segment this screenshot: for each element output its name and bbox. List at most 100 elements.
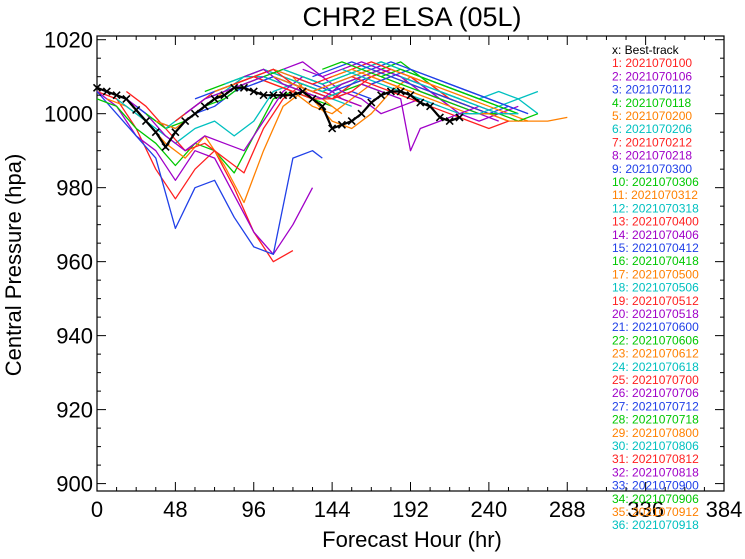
- best-track-marker: [200, 102, 209, 111]
- legend-entry: 18: 2021070506: [612, 281, 699, 295]
- best-track-marker: [406, 91, 415, 100]
- best-track-marker: [102, 87, 111, 96]
- best-track-marker: [288, 91, 298, 100]
- best-track-marker: [122, 94, 131, 103]
- legend-entry: 13: 2021070400: [612, 215, 699, 229]
- legend-entry: 29: 2021070800: [612, 426, 699, 440]
- best-track-marker: [181, 117, 190, 126]
- best-track-marker: [357, 109, 366, 118]
- legend-entry: 23: 2021070612: [612, 347, 699, 361]
- legend-entry: 3: 2021070112: [612, 83, 692, 97]
- forecast-series-lines: [96, 61, 568, 263]
- best-track-marker: [308, 94, 317, 103]
- best-track-marker: [377, 91, 386, 100]
- y-tick-label: 1020: [44, 28, 93, 53]
- legend-entry: 21: 2021070600: [612, 320, 699, 334]
- legend-entry: 14: 2021070406: [612, 228, 699, 242]
- x-tick-label: 240: [471, 497, 508, 522]
- best-track-marker: [151, 128, 160, 137]
- best-track-marker: [328, 124, 337, 133]
- legend-entry: 17: 2021070500: [612, 267, 699, 281]
- forecast-line-28: [322, 61, 539, 122]
- best-track-marker: [455, 113, 464, 122]
- legend-entry: 20: 2021070518: [612, 307, 699, 321]
- forecast-line-14: [184, 61, 441, 115]
- x-tick-label: 96: [242, 497, 266, 522]
- best-track-marker: [445, 117, 454, 126]
- best-track-marker: [161, 142, 170, 152]
- y-tick-label: 980: [56, 176, 93, 201]
- forecast-line-33: [371, 68, 529, 115]
- y-tick-label: 1000: [44, 102, 93, 127]
- best-track-marker: [190, 109, 200, 118]
- legend-entry: 6: 2021070206: [612, 122, 692, 136]
- best-track-marker: [239, 83, 249, 92]
- legend-entry: 27: 2021070712: [612, 399, 699, 413]
- best-track-line: [92, 83, 464, 152]
- x-axis-ticks: 0 48 96 144 192 240 288 336 384: [91, 36, 742, 522]
- forecast-line-34: [380, 68, 519, 115]
- legend-entry: 5: 2021070200: [612, 109, 692, 123]
- forecast-line-36: [400, 76, 519, 115]
- legend-entry: 12: 2021070318: [612, 201, 699, 215]
- best-track-marker: [279, 91, 288, 100]
- x-tick-label: 288: [549, 497, 586, 522]
- legend-entry: 22: 2021070606: [612, 333, 699, 347]
- legend-entry: 15: 2021070412: [612, 241, 699, 255]
- chart-title: CHR2 ELSA (05L): [302, 2, 521, 32]
- forecast-line-29: [331, 68, 568, 122]
- x-tick-label: 0: [91, 497, 103, 522]
- best-track-marker: [92, 83, 102, 92]
- best-track-marker: [249, 87, 258, 96]
- best-track-marker: [435, 113, 444, 122]
- best-track-marker: [259, 91, 268, 100]
- legend-entry: 19: 2021070512: [612, 294, 699, 308]
- best-track-marker: [298, 87, 307, 96]
- legend-entry: 2: 2021070106: [612, 69, 692, 83]
- legend-entry: 26: 2021070706: [612, 386, 699, 400]
- x-tick-label: 48: [163, 497, 187, 522]
- legend-entry: 9: 2021070300: [612, 162, 692, 176]
- legend-entry: 32: 2021070818: [612, 465, 699, 479]
- legend-entry: 30: 2021070806: [612, 439, 699, 453]
- legend-entry: 36: 2021070918: [612, 518, 699, 532]
- best-track-marker: [269, 91, 278, 100]
- y-axis-ticks: 900 920 940 960 980 1000 1020: [44, 28, 724, 497]
- best-track-marker: [112, 91, 121, 100]
- x-tick-label: 336: [627, 497, 664, 522]
- forecast-line-35: [390, 68, 509, 115]
- forecast-line-27: [312, 61, 529, 115]
- legend-entry: 16: 2021070418: [612, 254, 699, 268]
- best-track-marker: [230, 83, 239, 92]
- legend-entry: 25: 2021070700: [612, 373, 699, 387]
- best-track-marker: [396, 87, 405, 96]
- x-tick-label: 192: [392, 497, 429, 522]
- best-track-marker: [386, 87, 395, 96]
- legend-entry: 8: 2021070218: [612, 149, 692, 163]
- legend-entry: 7: 2021070212: [612, 135, 692, 149]
- best-track-marker: [426, 102, 435, 111]
- best-track-marker: [141, 117, 151, 126]
- forecast-line-2: [96, 90, 314, 255]
- forecast-line-1: [96, 90, 294, 263]
- legend-entry: 1: 2021070100: [612, 56, 692, 70]
- legend-entry: 35: 2021070912: [612, 505, 699, 519]
- y-tick-label: 960: [56, 250, 93, 275]
- x-tick-label: 384: [706, 497, 743, 522]
- legend-entry: 24: 2021070618: [612, 360, 699, 374]
- legend-entry: 11: 2021070312: [612, 188, 698, 202]
- legend-entry: 10: 2021070306: [612, 175, 699, 189]
- best-track-marker: [337, 120, 346, 129]
- forecast-line-5: [106, 90, 343, 204]
- forecast-line-30: [341, 68, 539, 115]
- best-track-marker: [210, 94, 219, 103]
- best-track-marker: [347, 117, 356, 126]
- best-track-marker: [171, 128, 180, 137]
- x-tick-label: 144: [314, 497, 351, 522]
- legend-entry: 33: 2021070900: [612, 479, 699, 493]
- y-axis-label: Central Pressure (hpa): [1, 154, 26, 377]
- legend-entry: 34: 2021070906: [612, 492, 699, 506]
- legend-header: x: Best-track: [612, 43, 680, 57]
